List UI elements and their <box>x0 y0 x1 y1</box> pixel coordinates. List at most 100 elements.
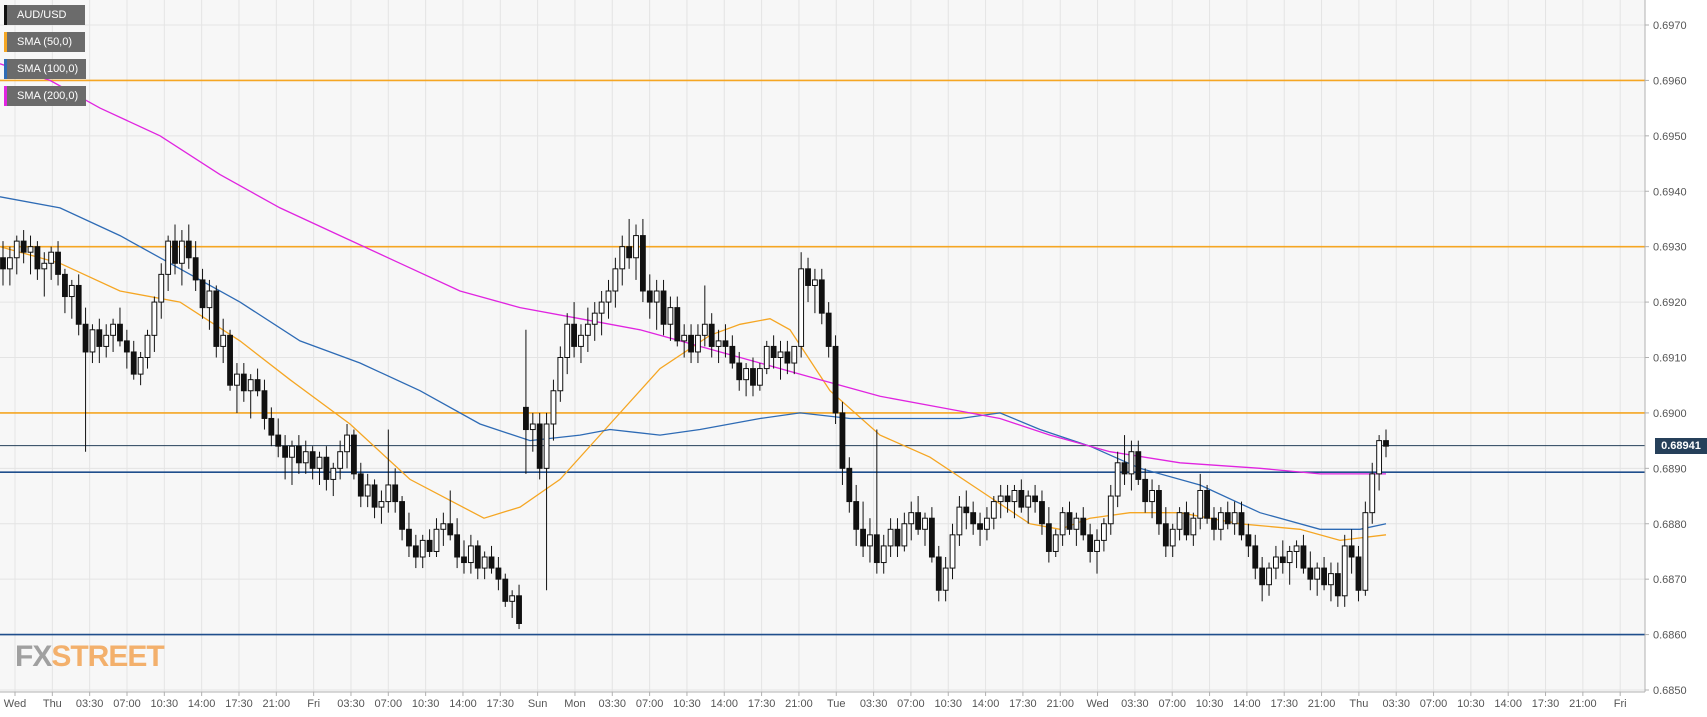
candle <box>165 235 172 291</box>
candle <box>557 346 564 402</box>
x-tick-label: 14:00 <box>188 698 216 710</box>
candle <box>1052 529 1059 557</box>
candle <box>337 440 344 480</box>
candle <box>777 340 784 380</box>
candle <box>1073 512 1080 546</box>
candle <box>6 246 13 286</box>
x-tick-label: 07:00 <box>636 698 664 710</box>
candle <box>178 230 185 286</box>
candle <box>440 512 447 546</box>
candle <box>536 412 543 480</box>
candle-body <box>137 357 144 375</box>
candle-body <box>598 301 605 314</box>
candle <box>509 590 516 618</box>
candle-body <box>543 423 550 469</box>
x-axis-ticks: Wed Thu 03:30 07:00 10:30 14:00 17:30 21:00 Fri 0… <box>4 692 1627 710</box>
candles <box>0 218 1389 630</box>
candle-body <box>970 512 977 525</box>
legend-label-price: AUD/USD <box>17 9 67 21</box>
x-tick-label: 17:30 <box>1270 698 1298 710</box>
candle-body <box>564 323 571 358</box>
y-tick-label: 0.6910 <box>1653 353 1687 365</box>
candle <box>928 507 935 563</box>
candle-body <box>399 501 405 530</box>
horizontal-levels <box>0 79 1645 636</box>
candle <box>743 363 750 397</box>
legend-item-sma50[interactable]: SMA (50,0) <box>4 32 85 52</box>
candle <box>1107 484 1114 535</box>
candle <box>949 523 956 580</box>
candle <box>1100 518 1107 552</box>
candle-body <box>199 279 206 309</box>
candle <box>908 501 915 541</box>
legend-item-sma200[interactable]: SMA (200,0) <box>4 86 87 106</box>
candle-body <box>777 351 784 359</box>
candle-body <box>578 334 584 347</box>
y-tick-label: 0.6960 <box>1653 75 1687 87</box>
candle <box>1121 435 1128 485</box>
candle-body <box>1156 490 1162 525</box>
candle-body <box>13 240 20 259</box>
candle <box>68 279 75 319</box>
legend-item-sma100[interactable]: SMA (100,0) <box>4 59 87 79</box>
candle-body <box>984 517 990 530</box>
x-tick-label: 03:30 <box>1121 698 1149 710</box>
candle-body <box>1128 451 1135 475</box>
candle <box>426 529 433 557</box>
candle-body <box>1025 495 1032 508</box>
x-tick-label: 14:00 <box>449 698 477 710</box>
candle-body <box>529 423 536 431</box>
x-tick-label: 10:30 <box>1196 698 1224 710</box>
candle <box>942 557 949 602</box>
candle-body <box>605 290 612 303</box>
candle-body <box>371 484 378 508</box>
candle-body <box>653 290 660 303</box>
candle <box>103 324 110 358</box>
candle-body <box>0 257 6 270</box>
candle-body <box>1252 545 1259 569</box>
candle-body <box>309 451 316 469</box>
candle-body <box>103 334 110 347</box>
candle-body <box>1197 490 1204 519</box>
candle <box>715 329 722 364</box>
candle-body <box>1100 523 1107 541</box>
candle-body <box>41 262 48 270</box>
x-tick-label: 21:00 <box>785 698 813 710</box>
candle <box>701 285 708 347</box>
candle <box>467 534 474 574</box>
candle <box>27 235 34 275</box>
candle <box>412 534 419 569</box>
candle <box>584 307 591 352</box>
candle <box>956 496 963 546</box>
candle-body <box>1039 501 1045 525</box>
candle-body <box>1162 523 1169 547</box>
candle-body <box>1052 534 1059 552</box>
candle <box>1135 440 1142 485</box>
legend-item-price[interactable]: AUD/USD <box>4 5 85 25</box>
candle-body <box>818 279 825 314</box>
x-tick-label: 17:30 <box>225 698 253 710</box>
candle <box>323 446 330 491</box>
candle-body <box>977 523 983 530</box>
candle <box>1328 562 1334 602</box>
candle <box>1142 468 1149 513</box>
candle-body <box>791 345 798 364</box>
candle-body <box>860 528 866 547</box>
candle <box>172 224 178 275</box>
candle-body <box>667 307 674 325</box>
candle <box>357 462 364 508</box>
candle-body <box>406 528 412 547</box>
candle-body <box>144 334 151 359</box>
candle <box>117 307 123 347</box>
candle-body <box>557 357 564 392</box>
candle <box>1383 429 1389 458</box>
candle-body <box>1087 534 1094 552</box>
candle-body <box>942 567 949 591</box>
x-tick-label: 03:30 <box>1382 698 1410 710</box>
candle-body <box>178 240 185 264</box>
x-tick-label: 03:30 <box>599 698 627 710</box>
candle <box>1231 501 1238 535</box>
candle-body <box>1238 512 1245 536</box>
candle-body <box>323 456 330 480</box>
candle <box>756 363 763 391</box>
